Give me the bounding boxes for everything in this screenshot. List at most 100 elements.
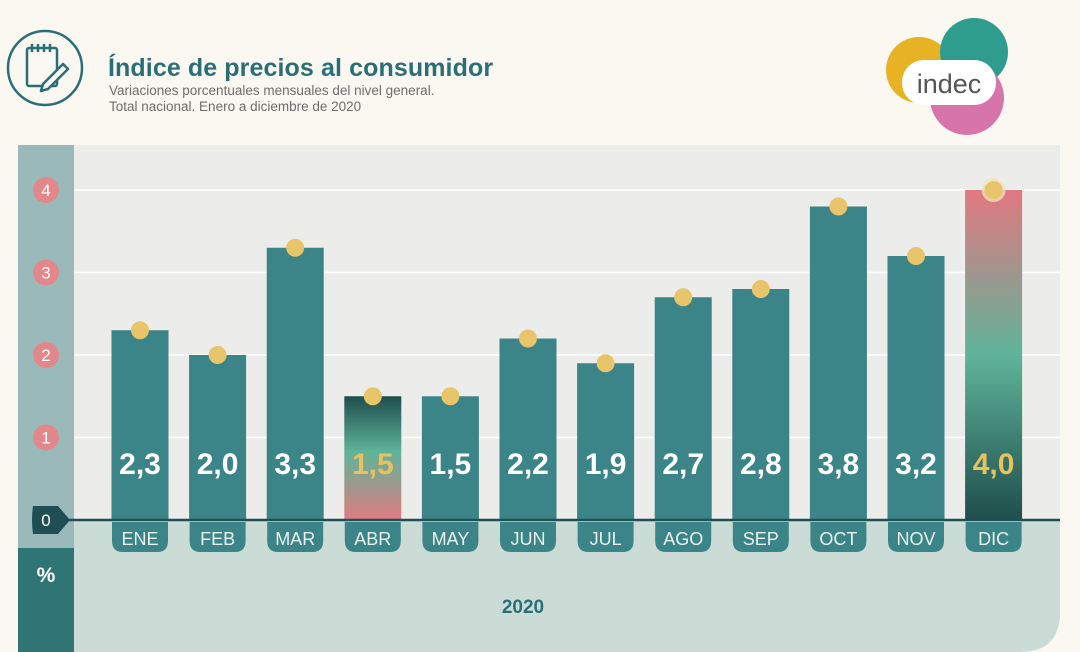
data-label: 2,2	[507, 448, 549, 481]
y-tick-marker	[33, 177, 59, 203]
bar	[965, 190, 1023, 520]
month-tab	[344, 522, 401, 552]
month-label-text: DIC	[978, 529, 1009, 549]
month-label-text: ENE	[121, 529, 158, 549]
y-tick: 4	[33, 177, 59, 203]
month-tab	[500, 522, 556, 552]
data-label: 2,0	[197, 448, 239, 481]
month-label: AGO	[655, 522, 712, 552]
bar-top-marker	[984, 181, 1003, 199]
y-tick: 0	[32, 506, 70, 534]
bar-top-marker	[751, 280, 770, 298]
data-label: 2,3	[119, 448, 161, 481]
bar-top-marker	[674, 288, 693, 307]
data-label: 2,8	[740, 448, 782, 481]
bar	[499, 338, 557, 520]
month-label-text: JUL	[590, 529, 622, 549]
bar-top-marker	[907, 247, 925, 265]
month-tab	[112, 522, 168, 552]
bar-top-marker	[829, 197, 848, 216]
month-label-text: MAY	[432, 529, 470, 549]
data-label: 4,0	[973, 448, 1015, 481]
y-tick-label: 3	[41, 264, 50, 283]
month-label-text: JUN	[511, 529, 546, 549]
month-label: MAR	[267, 522, 324, 552]
y-tick: 2	[33, 342, 59, 368]
bar	[344, 396, 402, 520]
subtitle-line-2: Total nacional. Enero a diciembre de 202…	[109, 99, 362, 114]
bar-group: 3,8	[809, 197, 867, 520]
month-label-text: NOV	[896, 529, 935, 549]
y-tick-marker	[33, 259, 59, 286]
document-edit-icon	[6, 29, 84, 107]
month-label-text: AGO	[663, 529, 703, 549]
data-label: 1,5	[430, 448, 472, 481]
y-axis-ticks: 0 1 2 3 4	[32, 177, 70, 534]
month-label-text: FEB	[200, 529, 235, 549]
bar-group: 3,2	[887, 247, 945, 520]
bar-top-marker	[519, 329, 537, 348]
data-label: 3,8	[818, 448, 860, 481]
month-tab	[732, 522, 789, 552]
bar-group: 2,8	[732, 280, 790, 520]
bar	[654, 297, 712, 520]
bar-top-marker	[286, 238, 305, 257]
month-label: MAY	[422, 522, 479, 552]
bar-group: 3,3	[266, 238, 324, 520]
data-label: 2,7	[662, 448, 704, 481]
month-label: ABR	[344, 522, 401, 552]
month-tab	[577, 522, 634, 552]
month-tab	[810, 522, 867, 552]
month-label-text: OCT	[819, 529, 857, 549]
svg-text:indec: indec	[917, 69, 982, 99]
bar	[421, 396, 479, 520]
bar-top-marker	[596, 354, 615, 373]
y-tick: 3	[33, 259, 59, 286]
month-label: JUN	[500, 522, 556, 552]
bar	[809, 206, 867, 520]
month-label-text: ABR	[354, 529, 391, 549]
y-tick-label: 0	[41, 511, 50, 530]
month-tab	[422, 522, 479, 552]
bar-group: 2,2	[499, 329, 557, 520]
x-axis-labels: ENE FEB MAR ABR MAY JUN JUL AGO SEP OCT NOV DIC	[112, 522, 1022, 552]
y-tick-label: 2	[41, 346, 50, 365]
bar-group: 1,5	[344, 387, 402, 520]
y-tick-marker	[33, 342, 59, 368]
month-label-text: SEP	[743, 529, 779, 549]
page-title: Índice de precios al consumidor	[108, 54, 494, 82]
month-tab	[888, 522, 944, 552]
data-label: 1,9	[585, 448, 627, 481]
y-tick-marker	[33, 424, 59, 451]
indec-logo: indec	[886, 18, 1008, 135]
y-tick-label: 4	[41, 181, 50, 200]
month-tab	[655, 522, 712, 552]
bar-top-marker	[441, 387, 460, 406]
bars: 2,3 2,0 3,3 1,5 1,5 2,2 1,9 2,7 2,8 3,8 3,2 4,0	[111, 178, 1023, 520]
month-label: SEP	[732, 522, 789, 552]
bar-group: 2,7	[654, 288, 712, 520]
header: Índice de precios al consumidor Variacio…	[0, 0, 1080, 140]
month-tab	[965, 522, 1022, 552]
bar-top-marker	[131, 321, 149, 340]
bar-top-marker	[208, 346, 227, 364]
bar-group: 2,3	[111, 321, 169, 520]
bar	[111, 330, 169, 520]
data-label: 3,3	[274, 448, 316, 481]
month-label-text: MAR	[275, 529, 315, 549]
month-tab	[189, 522, 246, 552]
month-label: JUL	[577, 522, 634, 552]
bar-group: 4,0	[965, 178, 1023, 520]
bar	[266, 247, 324, 520]
data-label: 1,5	[352, 448, 394, 481]
y-tick-marker	[32, 506, 70, 534]
bar-group: 2,0	[189, 346, 247, 520]
month-label: ENE	[112, 522, 168, 552]
x-axis-title: 2020	[502, 597, 544, 618]
data-label: 3,2	[895, 448, 937, 481]
month-label: NOV	[888, 522, 944, 552]
y-tick-label: 1	[41, 429, 50, 448]
month-label: FEB	[189, 522, 246, 552]
y-tick: 1	[33, 424, 59, 451]
